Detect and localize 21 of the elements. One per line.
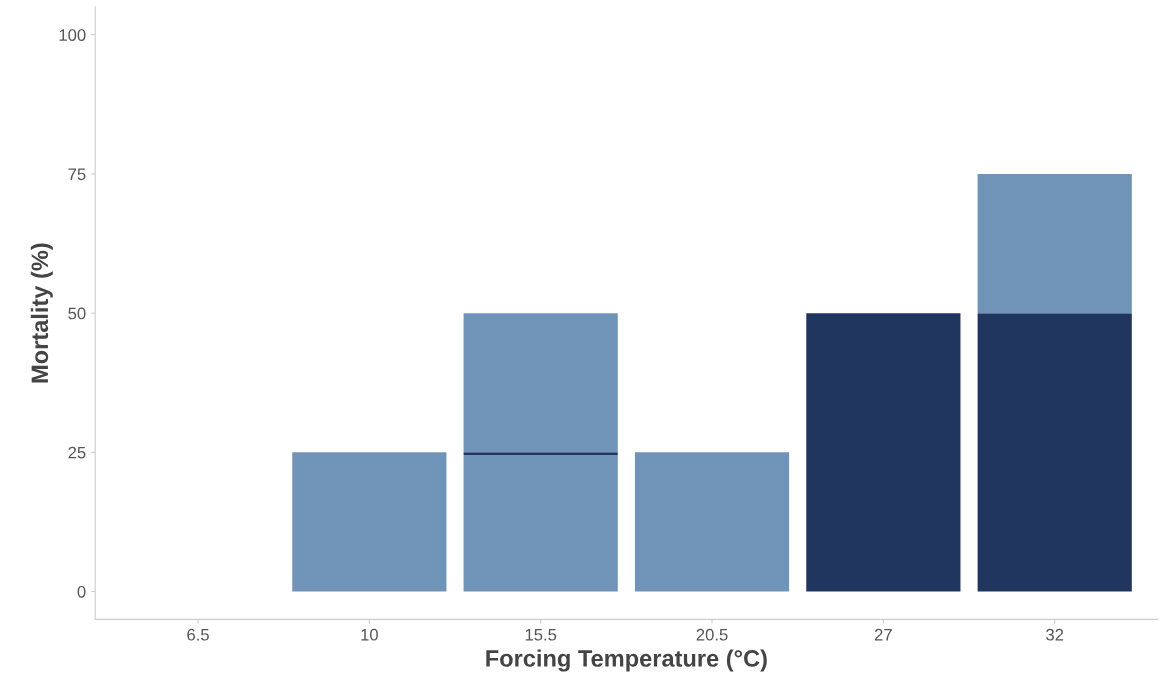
x-tick-label: 6.5 xyxy=(187,628,209,641)
x-tick-label: 15.5 xyxy=(525,628,557,641)
y-tick-label: 25 xyxy=(68,446,86,459)
bar xyxy=(463,455,618,592)
bar xyxy=(634,452,790,592)
y-tick-label: 0 xyxy=(77,585,86,598)
x-tick-label: 10 xyxy=(361,628,378,641)
y-tick-label: 50 xyxy=(68,307,86,320)
bar xyxy=(977,313,1132,592)
x-tick-label: 20.5 xyxy=(696,628,728,641)
x-tick-label: 27 xyxy=(874,628,892,641)
bar xyxy=(292,452,447,592)
x-axis-title: Forcing Temperature (°C) xyxy=(486,649,767,672)
y-axis-title: Mortality (%) xyxy=(30,243,53,383)
y-tick-label: 100 xyxy=(59,29,86,41)
bar xyxy=(463,313,618,453)
bar xyxy=(806,313,961,592)
bar xyxy=(977,173,1132,314)
y-tick-label: 75 xyxy=(68,168,86,181)
x-tick-label: 32 xyxy=(1046,628,1064,641)
bar xyxy=(463,452,618,456)
